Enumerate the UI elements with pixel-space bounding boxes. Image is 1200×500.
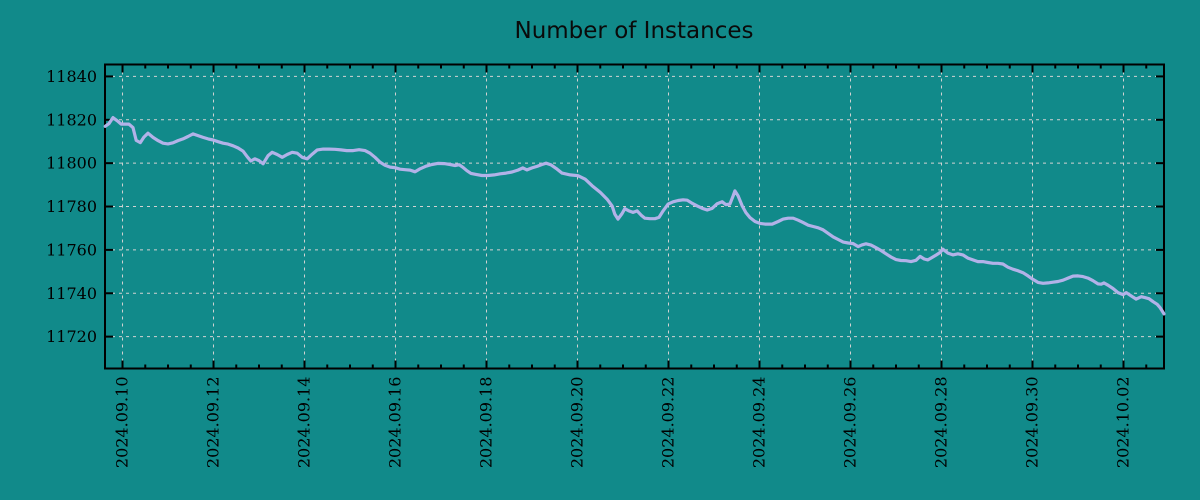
y-tick-label: 11840 [46,67,97,86]
y-tick-label: 11760 [46,240,97,259]
series-layer [103,116,1166,316]
y-tick-label: 11820 [46,110,97,129]
x-tick-label: 2024.09.20 [568,377,587,469]
series-line [103,116,1166,316]
y-tick-label: 11780 [46,197,97,216]
y-tick-label: 11800 [46,154,97,173]
chart-title: Number of Instances [515,18,754,44]
x-tick-label: 2024.09.14 [295,377,314,469]
x-tick-label: 2024.09.12 [204,377,223,469]
grid-layer [105,64,1164,369]
y-tick-label: 11740 [46,284,97,303]
x-tick-label: 2024.09.10 [113,377,132,469]
x-tick-label: 2024.09.16 [386,377,405,469]
y-tick-label: 11720 [46,327,97,346]
axis-label-layer: 11720 11740 11760 11780 11800 11820 11840 2024.… [46,67,1132,468]
x-tick-label: 2024.09.18 [477,377,496,469]
x-tick-label: 2024.09.26 [841,377,860,469]
axis-layer [104,63,1165,370]
x-tick-label: 2024.09.22 [659,377,678,469]
x-tick-label: 2024.09.24 [750,377,769,469]
x-tick-label: 2024.09.28 [932,376,951,468]
x-tick-label: 2024.09.30 [1023,377,1042,469]
plot-border [104,63,1165,370]
x-tick-label: 2024.10.02 [1114,377,1133,469]
